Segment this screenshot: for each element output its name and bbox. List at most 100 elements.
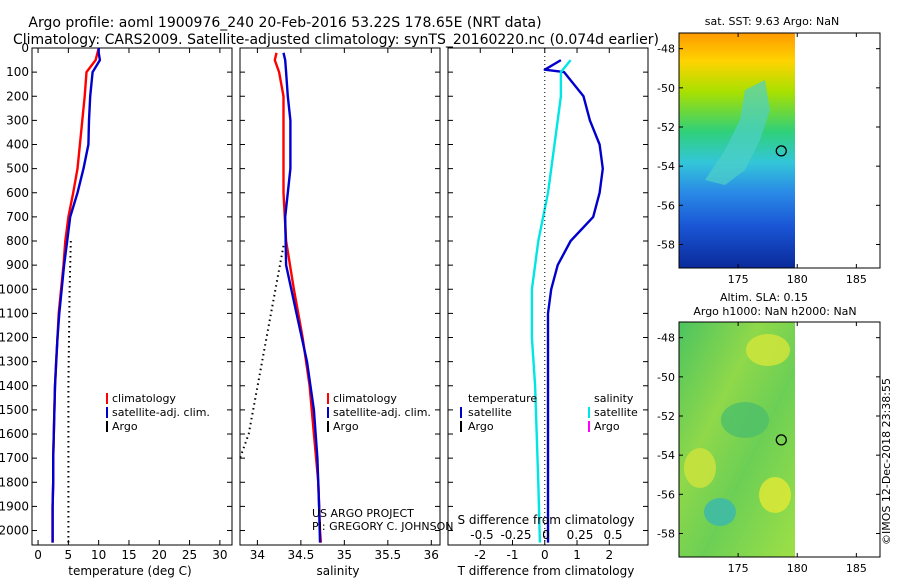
salinity-legend: climatology satellite-adj. clim. Argo (327, 392, 431, 433)
s-difference-label: S difference from climatology (458, 513, 635, 527)
sla-low-blob (704, 498, 736, 526)
salinity-xlabel: salinity (316, 564, 359, 578)
title-line-2: Climatology: CARS2009. Satellite-adjuste… (13, 32, 659, 48)
legend-label-satellite: satellite-adj. clim. (112, 406, 210, 419)
depth-tick-label: 0 (21, 41, 29, 55)
x-tick-label: 1 (573, 548, 581, 562)
depth-tick-label: 1100 (0, 306, 29, 320)
lat-tick-label: -52 (657, 121, 675, 134)
imos-credit: ©IMOS 12-Dec-2018 23:38:55 (880, 378, 893, 545)
x-tick-label: 34 (250, 548, 265, 562)
lat-tick-label: -56 (657, 488, 675, 501)
s-tick-2: 0 (542, 528, 550, 542)
depth-tick-label: 1800 (0, 475, 29, 489)
x-tick-label: -2 (474, 548, 486, 562)
series-line-climatology (273, 52, 323, 543)
x-tick-label: 30 (212, 548, 227, 562)
s-tick-0: -0.5 (470, 528, 493, 542)
legend-swatch-t-argo (460, 421, 462, 432)
float-position-marker (775, 145, 787, 157)
x-tick-label: -1 (507, 548, 519, 562)
lat-tick-label: -50 (657, 82, 675, 95)
series-line-satellite-adj-clim (282, 52, 322, 543)
lat-tick-label: -52 (657, 410, 675, 423)
legend-heading-salinity: salinity (594, 392, 634, 405)
project-credit: US ARGO PROJECT (312, 507, 414, 520)
lon-tick-label: 185 (846, 273, 867, 286)
depth-tick-label: 600 (6, 186, 29, 200)
depth-tick-label: 1600 (0, 427, 29, 441)
series-line-satellite-adj-clim (51, 48, 102, 543)
depth-tick-label: 1400 (0, 379, 29, 393)
x-tick-label: 25 (182, 548, 197, 562)
sla-map-frame (678, 321, 881, 558)
lat-tick-label: -56 (657, 199, 675, 212)
series-line-salinity-satellite (530, 59, 572, 543)
depth-tick-label: 500 (6, 162, 29, 176)
temperature-series (51, 47, 102, 543)
lon-tick-label: 180 (787, 273, 808, 286)
sla-map-panel: Altim. SLA: 0.15 Argo h1000: NaN h2000: … (657, 291, 881, 575)
legend-label-t-argo: Argo (468, 420, 494, 433)
salinity-panel: 34 34.5 35 35.5 36 salinity climatology sate… (239, 47, 453, 578)
legend-label-s-satellite: satellite (594, 406, 638, 419)
lat-tick-label: -48 (657, 332, 675, 345)
depth-tick-label: 1500 (0, 403, 29, 417)
salinity-series (239, 52, 323, 543)
sla-low-blob (721, 402, 769, 438)
depth-tick-label: 300 (6, 113, 29, 127)
s-tick-4: 0.5 (603, 528, 622, 542)
sla-map-title: Altim. SLA: 0.15 (720, 291, 808, 304)
x-tick-label: 0 (34, 548, 42, 562)
lon-tick-label: 175 (728, 273, 749, 286)
s-tick-1: -0.25 (500, 528, 531, 542)
sst-map-ticks: 175 180 185 -48 -50 -52 -54 -56 -58 (657, 33, 880, 286)
x-tick-label: 34.5 (288, 548, 315, 562)
depth-tick-label: 2000 (0, 524, 29, 538)
legend-swatch-climatology (327, 393, 329, 404)
lat-tick-label: -50 (657, 371, 675, 384)
depth-tick-label: 1200 (0, 331, 29, 345)
x-tick-label: 5 (65, 548, 73, 562)
legend-label-s-argo: Argo (594, 420, 620, 433)
lat-tick-label: -48 (657, 43, 675, 56)
legend-swatch-climatology (106, 393, 108, 404)
depth-tick-label: 1300 (0, 355, 29, 369)
difference-series (530, 59, 604, 543)
legend-label-argo: Argo (112, 420, 138, 433)
depth-tick-label: 700 (6, 210, 29, 224)
temperature-panel: 0100200300400500600700800900100011001200… (0, 41, 233, 578)
temperature-ticks: 0 5 10 15 20 25 30 (34, 48, 228, 562)
legend-label-argo: Argo (333, 420, 359, 433)
legend-heading-temperature: temperature (468, 392, 537, 405)
sla-map-title-2: Argo h1000: NaN h2000: NaN (693, 305, 856, 318)
x-tick-label: 35 (337, 548, 352, 562)
lat-tick-label: -58 (657, 528, 675, 541)
temperature-plot-frame (31, 47, 233, 546)
x-tick-label: 10 (91, 548, 106, 562)
depth-tick-label: 900 (6, 258, 29, 272)
sla-high-blob (684, 448, 716, 488)
depth-tick-label: 1000 (0, 282, 29, 296)
x-tick-label: 0 (541, 548, 549, 562)
salinity-depth-ticks (240, 47, 440, 532)
lon-tick-label: 180 (787, 562, 808, 575)
depth-tick-label: 1900 (0, 499, 29, 513)
series-line-temperature-satellite (543, 59, 604, 543)
depth-ticks: 0 100 200 300 400 500 600 700 800 900 1000 1100 1200… (0, 41, 232, 538)
legend-swatch-satellite (106, 407, 108, 418)
difference-panel: -2 -1 0 1 2 S difference from climatology -0… (447, 47, 649, 578)
x-tick-label: 20 (152, 548, 167, 562)
float-position-marker (775, 434, 787, 446)
legend-swatch-s-argo (588, 421, 590, 432)
temperature-legend: climatology satellite-adj. clim. Argo (106, 392, 210, 433)
legend-swatch-argo (327, 421, 329, 432)
legend-swatch-satellite (327, 407, 329, 418)
lat-tick-label: -54 (657, 160, 675, 173)
salinity-plot-frame (239, 47, 441, 546)
lat-tick-label: -58 (657, 239, 675, 252)
x-tick-label: 2 (605, 548, 613, 562)
legend-swatch-t-satellite (460, 407, 462, 418)
series-line-climatology (51, 47, 100, 543)
